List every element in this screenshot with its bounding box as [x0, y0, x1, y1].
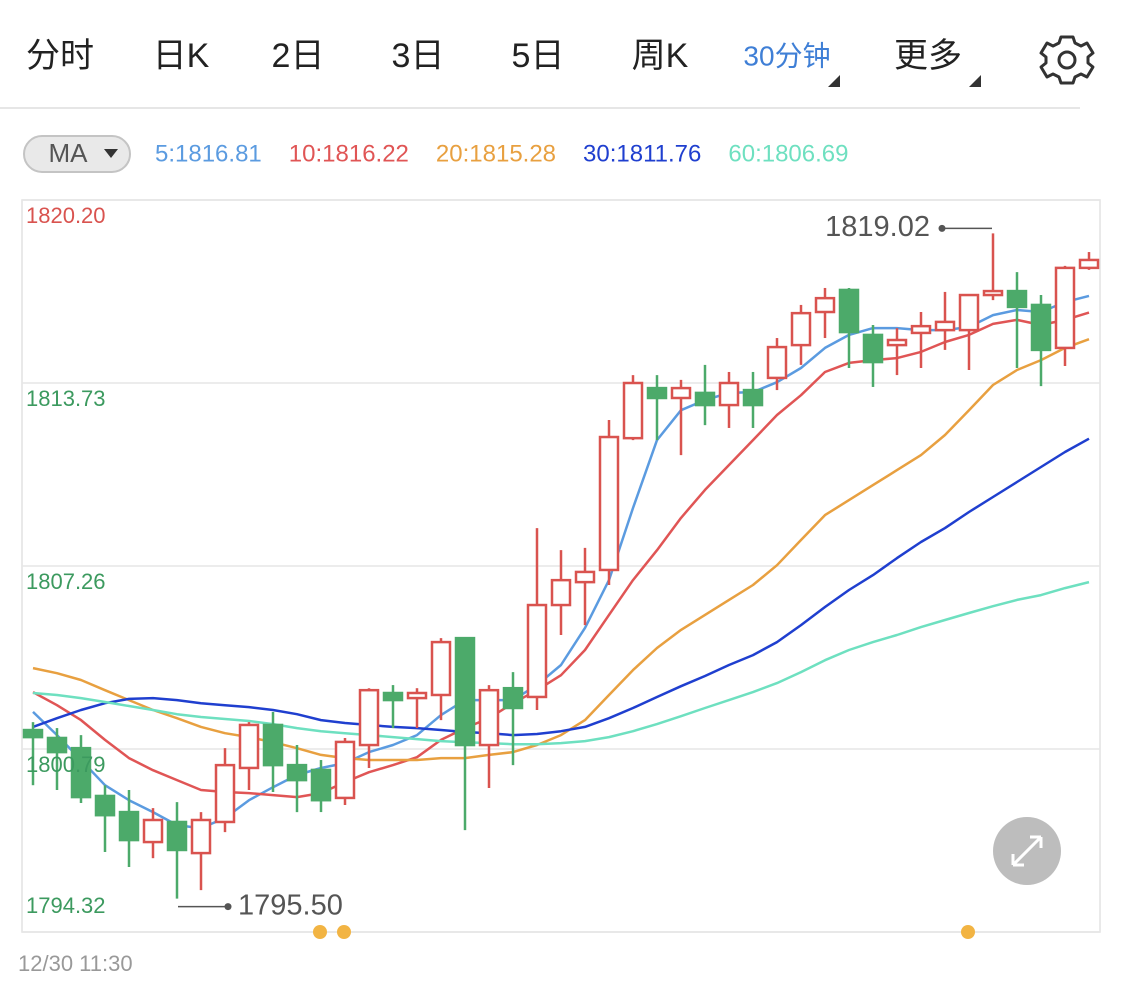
- candle-body: [694, 391, 716, 407]
- candle-body: [310, 768, 332, 802]
- low-label: 1795.50: [238, 889, 343, 921]
- y-tick-label: 1800.79: [26, 752, 106, 777]
- tab-dropdown-arrow: [969, 75, 981, 87]
- candle-body: [94, 794, 116, 817]
- tab[interactable]: 更多: [894, 37, 962, 75]
- tab-dropdown-arrow: [828, 75, 840, 87]
- tab[interactable]: 周K: [632, 37, 689, 75]
- expand-button[interactable]: [993, 817, 1061, 885]
- candle-body: [238, 723, 260, 770]
- ma-button-bg[interactable]: [23, 135, 131, 173]
- high-label: 1819.02: [825, 211, 930, 243]
- candle-body: [142, 818, 164, 844]
- candle-body: [502, 686, 524, 710]
- candle-body: [862, 333, 884, 364]
- candle-body: [22, 728, 44, 739]
- tab[interactable]: 5日: [512, 37, 565, 75]
- candle-body: [262, 723, 284, 767]
- candle-body: [838, 288, 860, 334]
- candle-body: [1030, 303, 1052, 352]
- candle-body: [790, 311, 812, 347]
- candle-body: [886, 338, 908, 347]
- candle-body: [814, 296, 836, 314]
- candle-body: [382, 691, 404, 702]
- legend-entry: 5:1816.81: [155, 140, 262, 167]
- y-tick-label: 1807.26: [26, 569, 106, 594]
- ma-button-label[interactable]: MA: [49, 138, 89, 168]
- legend-entry: 20:1815.28: [436, 140, 556, 167]
- candle-body: [670, 386, 692, 400]
- tab[interactable]: 分时: [26, 37, 94, 75]
- candle-body: [430, 640, 452, 697]
- candle-body: [574, 570, 596, 584]
- high-dot: [938, 224, 946, 232]
- candle-body: [166, 820, 188, 852]
- tab[interactable]: 3日: [392, 37, 445, 75]
- ma-line: [32, 580, 1090, 746]
- candle-body: [526, 603, 548, 699]
- candle-body: [982, 289, 1004, 297]
- settings-icon[interactable]: [1039, 35, 1095, 85]
- event-marker[interactable]: [961, 925, 975, 939]
- candle-body: [958, 293, 980, 332]
- candle-body: [358, 688, 380, 747]
- candle-body: [934, 320, 956, 332]
- candle-body: [454, 636, 476, 747]
- candles: [22, 233, 1100, 899]
- candle-body: [910, 324, 932, 335]
- low-dot: [224, 903, 232, 911]
- y-tick-label: 1813.73: [26, 386, 106, 411]
- candle-body: [622, 381, 644, 440]
- ma-line: [32, 437, 1090, 737]
- candle-body: [286, 763, 308, 782]
- event-marker[interactable]: [337, 925, 351, 939]
- y-tick-label: 1820.20: [26, 203, 106, 228]
- candle-body: [406, 691, 428, 700]
- candle-body: [214, 763, 236, 824]
- candle-body: [742, 388, 764, 407]
- labels: 1820.20 1813.73 1807.26 1800.79 1794.32 1819.…: [26, 203, 992, 921]
- candle-body: [718, 381, 740, 407]
- candle-body: [598, 435, 620, 572]
- ma-button-arrow[interactable]: [104, 149, 118, 158]
- candle-body: [1054, 266, 1076, 350]
- candle-body: [550, 578, 572, 607]
- candle-body: [1006, 289, 1028, 309]
- candle-body: [118, 810, 140, 842]
- candle-body: [46, 736, 68, 754]
- ma-line: [32, 338, 1090, 762]
- candle-body: [478, 688, 500, 747]
- candle-body: [766, 345, 788, 380]
- legend-entry: 60:1806.69: [728, 140, 848, 167]
- ma-line: [32, 311, 1090, 799]
- event-marker[interactable]: [313, 925, 327, 939]
- candle-body: [70, 746, 92, 799]
- tab[interactable]: 30分钟: [743, 40, 830, 71]
- candle-body: [1078, 258, 1100, 270]
- candle-body: [646, 386, 668, 400]
- legend-entry: 10:1816.22: [289, 140, 409, 167]
- candle-body: [190, 818, 212, 855]
- date-label: 12/30 11:30: [18, 951, 133, 976]
- candle-body: [334, 740, 356, 800]
- tab[interactable]: 2日: [272, 37, 325, 75]
- ma-button[interactable]: MA: [23, 135, 131, 173]
- y-tick-label: 1794.32: [26, 893, 106, 918]
- tab[interactable]: 日K: [153, 37, 210, 75]
- legend-entry: 30:1811.76: [583, 140, 701, 167]
